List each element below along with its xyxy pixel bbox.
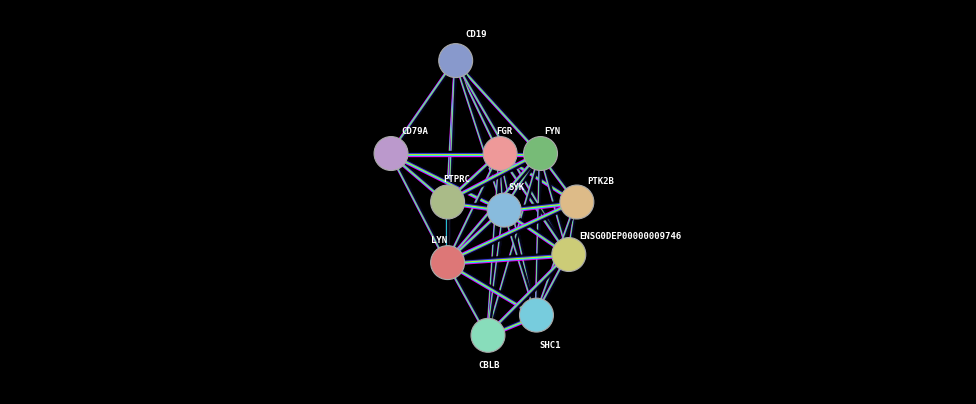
Text: CD79A: CD79A <box>401 127 428 136</box>
Text: ENSG0DEP00000009746: ENSG0DEP00000009746 <box>579 232 681 241</box>
Ellipse shape <box>430 185 465 219</box>
Ellipse shape <box>374 137 408 170</box>
Ellipse shape <box>471 318 505 352</box>
Text: CD19: CD19 <box>466 30 487 39</box>
Ellipse shape <box>519 298 553 332</box>
Ellipse shape <box>551 238 586 271</box>
Text: SHC1: SHC1 <box>540 341 561 350</box>
Ellipse shape <box>439 44 472 78</box>
Text: PTK2B: PTK2B <box>587 177 614 186</box>
Text: LYN: LYN <box>431 236 448 245</box>
Ellipse shape <box>483 137 517 170</box>
Ellipse shape <box>430 246 465 280</box>
Text: SYK: SYK <box>508 183 524 192</box>
Text: FGR: FGR <box>496 127 512 136</box>
Text: FYN: FYN <box>544 127 560 136</box>
Text: CBLB: CBLB <box>478 361 500 370</box>
Ellipse shape <box>487 193 521 227</box>
Ellipse shape <box>523 137 557 170</box>
Text: PTPRC: PTPRC <box>443 175 470 184</box>
Ellipse shape <box>560 185 593 219</box>
